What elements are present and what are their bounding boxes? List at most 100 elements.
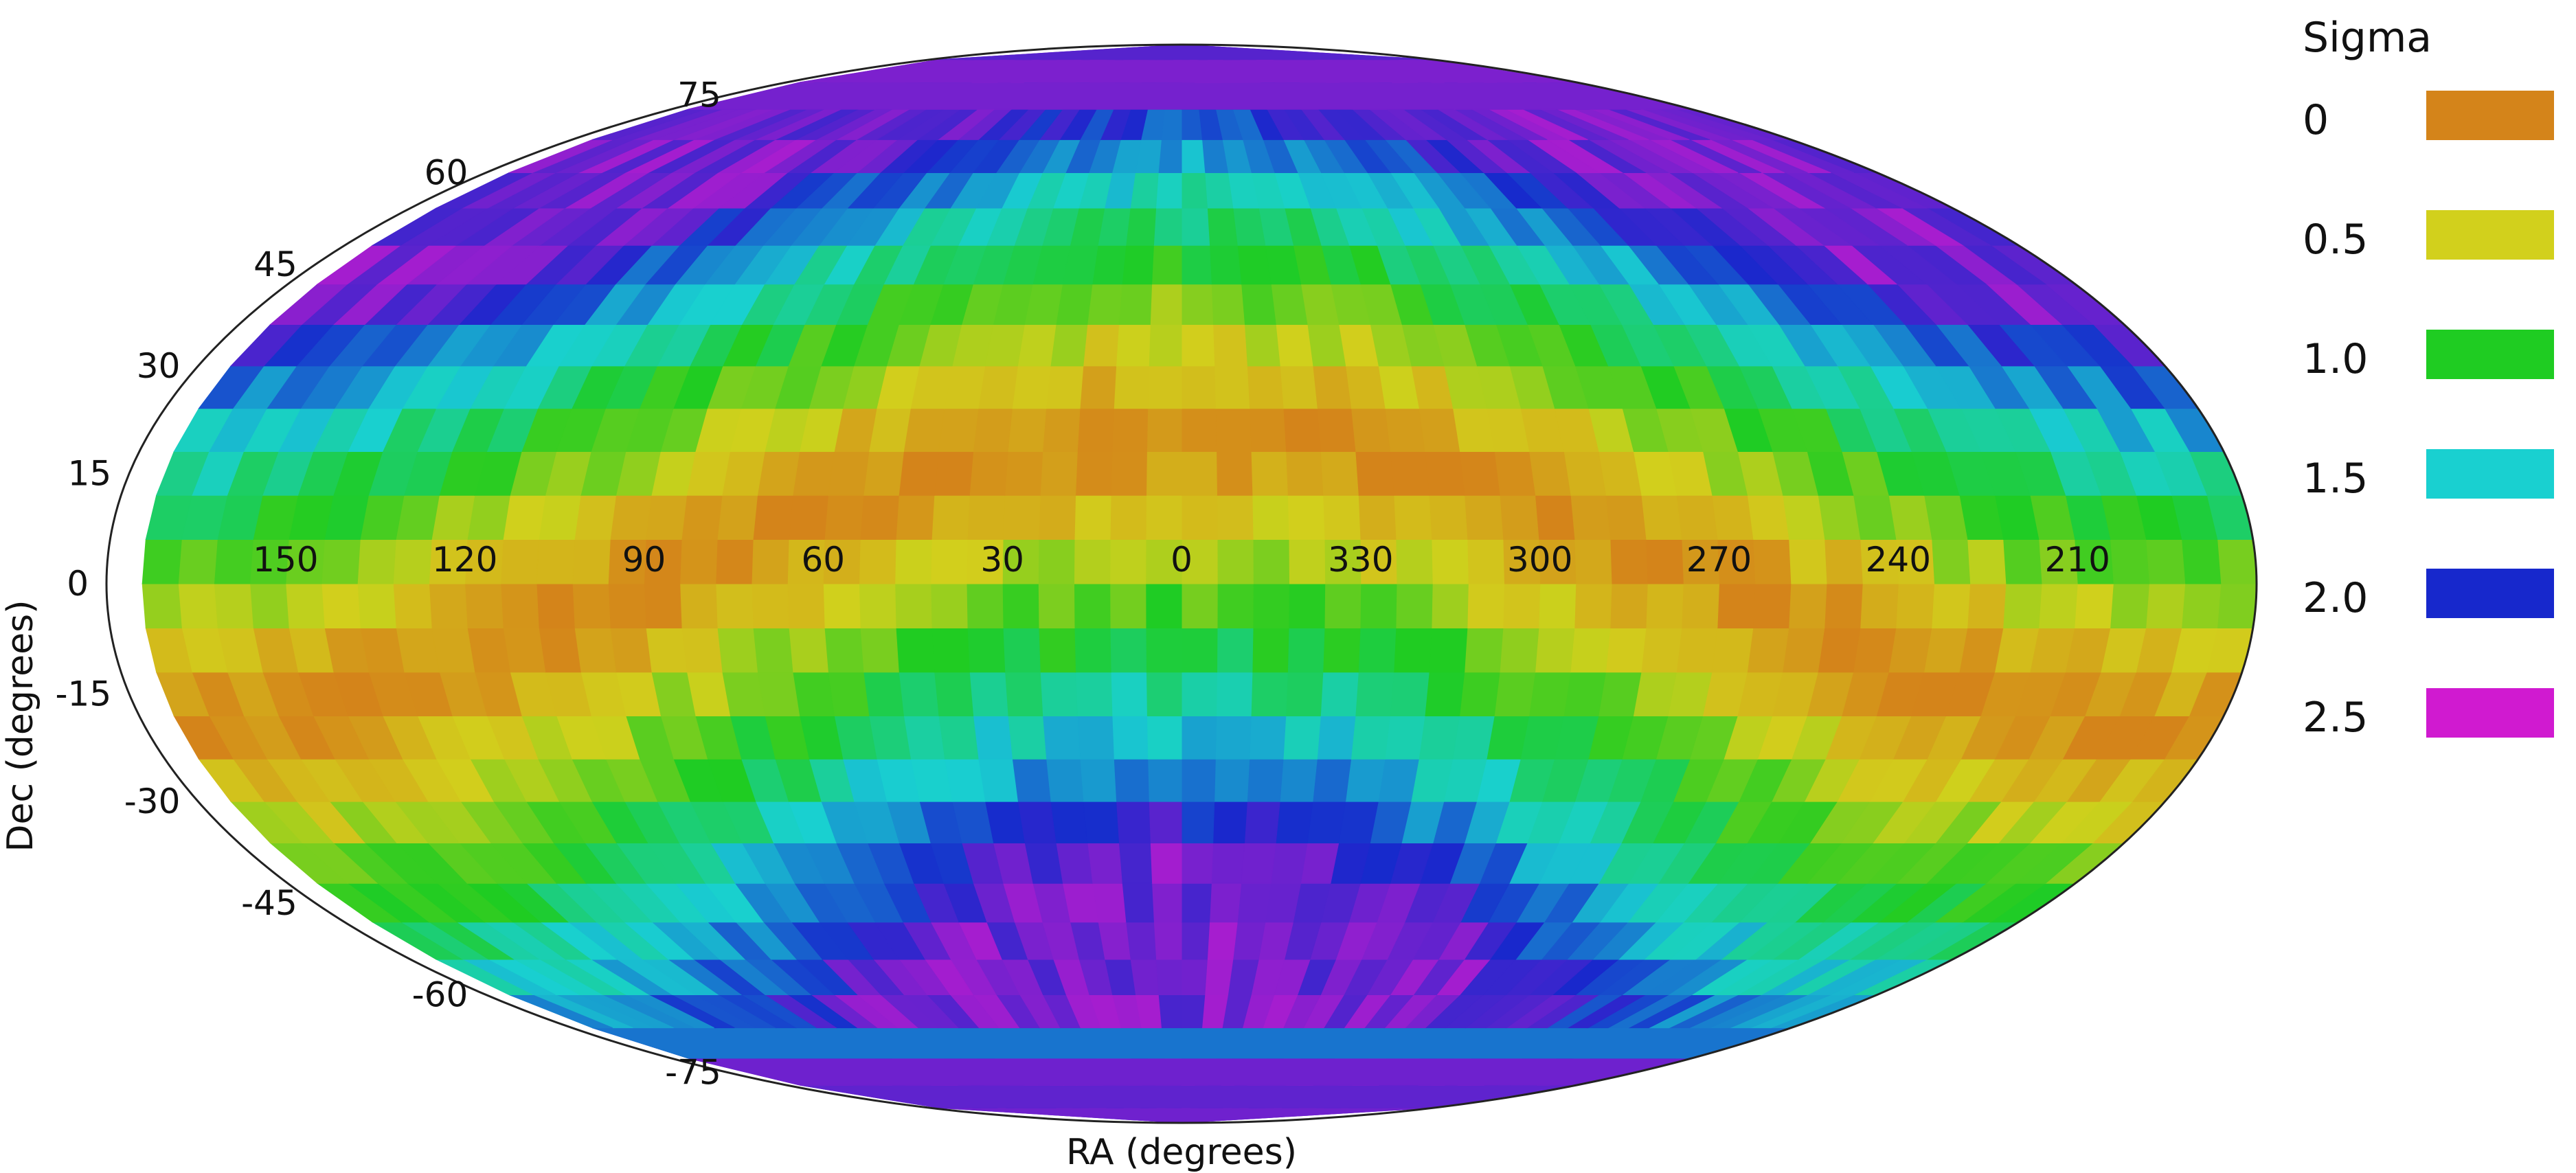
heatmap-cell (1459, 672, 1500, 716)
heatmap-cell (1181, 207, 1210, 246)
heatmap-cells (142, 45, 2257, 1123)
heatmap-cell (894, 583, 932, 628)
heatmap-cell (1181, 109, 1203, 140)
heatmap-cell (898, 451, 939, 496)
heatmap-cell (1605, 628, 1647, 673)
heatmap-cell (1345, 365, 1386, 409)
heatmap-cell (392, 583, 432, 628)
heatmap-cell (1285, 451, 1324, 496)
heatmap-cell (1079, 365, 1117, 409)
heatmap-cell (1214, 716, 1252, 760)
heatmap-cell (1320, 672, 1359, 716)
heatmap-cell (1788, 539, 1827, 584)
heatmap-cell (939, 45, 1433, 60)
heatmap-cell (858, 583, 896, 628)
heatmap-cell (1393, 494, 1432, 540)
heatmap-cell (969, 451, 1008, 496)
ra-tick-label: 240 (1866, 540, 1931, 580)
heatmap-cell (1570, 494, 1611, 540)
heatmap-cell (1038, 494, 1076, 540)
heatmap-cell (1324, 583, 1362, 628)
heatmap-cell (1355, 451, 1394, 496)
heatmap-cell (824, 494, 864, 540)
heatmap-cell (1431, 539, 1469, 584)
heatmap-cell (894, 539, 932, 584)
heatmap-cell (792, 451, 835, 496)
heatmap-cell (1316, 408, 1356, 452)
heatmap-cell (1083, 324, 1120, 367)
heatmap-cell (2074, 583, 2114, 628)
heatmap-cell (679, 539, 718, 584)
heatmap-cell (1149, 284, 1182, 325)
heatmap-cell (1109, 628, 1147, 673)
legend-entry-label: 1.5 (2303, 455, 2369, 503)
ra-tick-label: 270 (1686, 540, 1752, 580)
heatmap-cell (1351, 408, 1390, 452)
heatmap-cell (1236, 244, 1272, 285)
heatmap-cell (1393, 628, 1432, 673)
heatmap-cell (1214, 758, 1250, 802)
heatmap-cell (1345, 758, 1386, 802)
heatmap-cell (1118, 284, 1153, 325)
heatmap-cell (973, 408, 1013, 452)
dec-tick-label: -30 (124, 782, 181, 821)
heatmap-cell (1528, 451, 1571, 496)
heatmap-cell (1216, 451, 1253, 496)
heatmap-cell (1113, 365, 1149, 409)
heatmap-cell (1074, 628, 1111, 673)
legend-entry: 1.0 (2303, 328, 2564, 383)
heatmap-cell (1640, 628, 1682, 673)
heatmap-cell (788, 628, 828, 673)
heatmap-cell (1155, 172, 1182, 209)
heatmap-cell (1312, 365, 1352, 409)
heatmap-cell (1418, 408, 1460, 452)
heatmap-cell (1252, 628, 1289, 673)
heatmap-cell (934, 672, 974, 716)
heatmap-cell (898, 672, 939, 716)
heatmap-cell (715, 539, 754, 584)
heatmap-cell (592, 1027, 1792, 1059)
heatmap-cell (1252, 539, 1290, 584)
heatmap-cell (357, 539, 396, 584)
heatmap-cell (1073, 583, 1111, 628)
heatmap-cell (1270, 284, 1308, 325)
x-axis-title: RA (degrees) (1065, 1132, 1298, 1173)
map-outline (105, 43, 2258, 1124)
heatmap-cell (1109, 494, 1147, 540)
heatmap-cell (827, 451, 870, 496)
heatmap-cell (609, 628, 652, 673)
heatmap-cell (1153, 922, 1182, 960)
heatmap-cell (536, 539, 575, 584)
legend-entry-label: 0 (2303, 96, 2329, 144)
heatmap-cell (1307, 801, 1346, 843)
heatmap-cell (1083, 801, 1120, 843)
heatmap-cell (1038, 628, 1076, 673)
heatmap-cell (1147, 758, 1182, 802)
heatmap-cell (142, 583, 182, 628)
heatmap-cell (1155, 959, 1182, 995)
heatmap-cell (1424, 672, 1465, 716)
heatmap-cell (1824, 539, 1863, 584)
heatmap-cell (1675, 494, 1718, 540)
heatmap-cell (938, 408, 979, 452)
heatmap-cell (502, 628, 546, 673)
heatmap-cell (1389, 672, 1430, 716)
heatmap-cell (1711, 628, 1754, 673)
heatmap-cell (1283, 408, 1321, 452)
heatmap-cell (1316, 716, 1356, 760)
heatmap-cell (2110, 583, 2150, 628)
heatmap-cell (788, 494, 828, 540)
heatmap-cell (1181, 365, 1216, 409)
ra-tick-label: 210 (2044, 540, 2110, 580)
legend-swatch (2426, 449, 2554, 499)
legend-entry: 0 (2303, 89, 2564, 144)
heatmap-cell (1011, 758, 1051, 802)
heatmap-cell (1181, 628, 1218, 673)
heatmap-cell (1210, 284, 1245, 325)
heatmap-cell (2002, 583, 2042, 628)
heatmap-cell (1181, 451, 1218, 496)
heatmap-cell (679, 583, 718, 628)
heatmap-cell (973, 716, 1013, 760)
heatmap-cell (1467, 583, 1505, 628)
